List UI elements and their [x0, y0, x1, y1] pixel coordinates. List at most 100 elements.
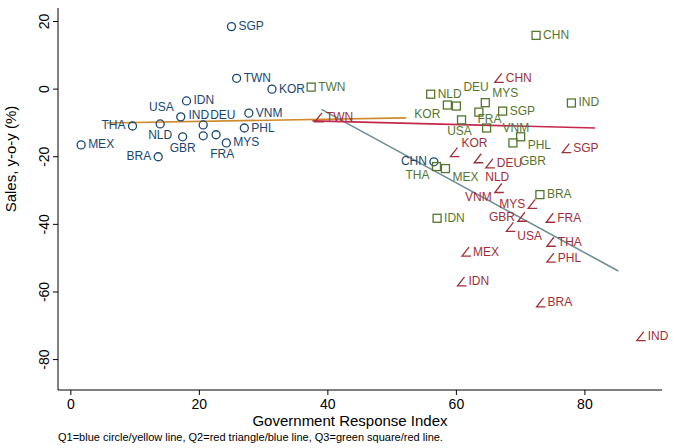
x-tick-label: 40: [320, 396, 336, 412]
y-tick-label: 0: [36, 85, 52, 93]
y-tick: [53, 291, 58, 292]
circle-marker: [77, 141, 85, 149]
circle-marker: [129, 122, 137, 130]
square-marker: [509, 139, 517, 147]
x-tick-label: 20: [192, 396, 208, 412]
y-tick-label: -60: [36, 282, 52, 302]
point-label: IDN: [469, 274, 490, 288]
square-marker: [432, 163, 440, 171]
point-label: CHN: [401, 154, 427, 168]
triangle-marker: [458, 277, 467, 286]
circle-marker: [154, 153, 162, 161]
x-axis-title: Government Response Index: [252, 412, 448, 429]
x-tick-label: 0: [67, 396, 75, 412]
point-label: TWN: [244, 71, 271, 85]
x-tick: [584, 390, 585, 395]
point-label: KOR: [279, 82, 305, 96]
point-label: CHN: [506, 71, 532, 85]
point-label: GBR: [489, 210, 515, 224]
point-label: DEU: [210, 108, 235, 122]
point-label: MEX: [88, 137, 114, 151]
point-label: USA: [517, 229, 542, 243]
x-tick: [327, 390, 328, 395]
circle-marker: [156, 120, 164, 128]
y-tick: [53, 224, 58, 225]
circle-marker: [222, 139, 230, 147]
point-label: NLD: [438, 87, 462, 101]
square-marker: [441, 165, 449, 173]
point-label: DEU: [463, 80, 488, 94]
circle-marker: [268, 85, 276, 93]
point-label: THA: [405, 168, 429, 182]
point-label: IDN: [444, 211, 465, 225]
point-label: TWN: [326, 110, 353, 124]
y-tick-label: -80: [36, 349, 52, 369]
triangle-marker: [518, 212, 527, 221]
triangle-marker: [450, 148, 459, 157]
point-label: FRA: [210, 147, 234, 161]
point-label: VNM: [503, 121, 530, 135]
square-marker: [452, 102, 460, 110]
square-marker: [567, 99, 575, 107]
square-marker: [433, 214, 441, 222]
point-label: NLD: [485, 170, 509, 184]
y-tick: [53, 21, 58, 22]
point-label: IND: [578, 95, 599, 109]
point-label: GBR: [170, 141, 196, 155]
chart-root: -80-60-40-20020020406080Government Respo…: [0, 0, 688, 448]
point-label: SGP: [238, 19, 263, 33]
point-label: IDN: [194, 93, 215, 107]
x-tick-label: 80: [577, 396, 593, 412]
circle-marker: [199, 132, 207, 140]
square-marker: [532, 31, 540, 39]
point-label: FRA: [557, 211, 581, 225]
point-label: BRA: [548, 295, 573, 309]
caption: Q1=blue circle/yellow line, Q2=red trian…: [58, 431, 443, 443]
square-marker: [536, 191, 544, 199]
point-labels: SGPTWNKORIDNVNMUSATHANLDDEUPHLGBRFRAINDM…: [88, 19, 669, 343]
triangle-marker: [486, 159, 495, 168]
circle-marker: [245, 109, 253, 117]
triangle-marker: [547, 237, 556, 246]
square-marker: [481, 99, 489, 107]
point-label: FRA: [478, 112, 502, 126]
point-label: KOR: [414, 107, 440, 121]
point-label: MEX: [452, 170, 478, 184]
point-label: MYS: [233, 135, 259, 149]
point-label: PHL: [558, 251, 582, 265]
point-label: USA: [149, 100, 174, 114]
plot-area: [77, 23, 646, 341]
y-axis-line: [58, 8, 59, 390]
circle-marker: [177, 113, 185, 121]
triangle-marker: [495, 73, 504, 82]
point-label: SGP: [573, 141, 598, 155]
point-label: VNM: [256, 106, 283, 120]
circle-marker: [430, 158, 438, 166]
circle-marker: [183, 97, 191, 105]
point-label: BRA: [127, 149, 152, 163]
square-marker: [443, 101, 451, 109]
point-label: THA: [558, 235, 582, 249]
square-marker: [307, 83, 315, 91]
point-label: KOR: [461, 136, 487, 150]
point-label: VNM: [465, 190, 492, 204]
chart-svg: -80-60-40-20020020406080Government Respo…: [0, 0, 688, 448]
triangle-marker: [528, 199, 537, 208]
background: [0, 0, 688, 448]
triangle-marker: [546, 213, 555, 222]
x-tick: [70, 390, 71, 395]
triangle-marker: [495, 184, 504, 193]
point-label: CHN: [543, 28, 569, 42]
point-label: THA: [102, 118, 126, 132]
triangle-marker: [474, 154, 483, 163]
point-label: TWN: [318, 80, 345, 94]
y-tick-label: -20: [36, 146, 52, 166]
circle-marker: [233, 74, 241, 82]
point-label: IND: [188, 108, 209, 122]
point-label: SGP: [510, 104, 535, 118]
point-label: PHL: [528, 138, 552, 152]
circle-marker: [212, 131, 220, 139]
y-tick-label: -40: [36, 214, 52, 234]
x-tick-label: 60: [449, 396, 465, 412]
triangle-marker: [562, 144, 571, 153]
